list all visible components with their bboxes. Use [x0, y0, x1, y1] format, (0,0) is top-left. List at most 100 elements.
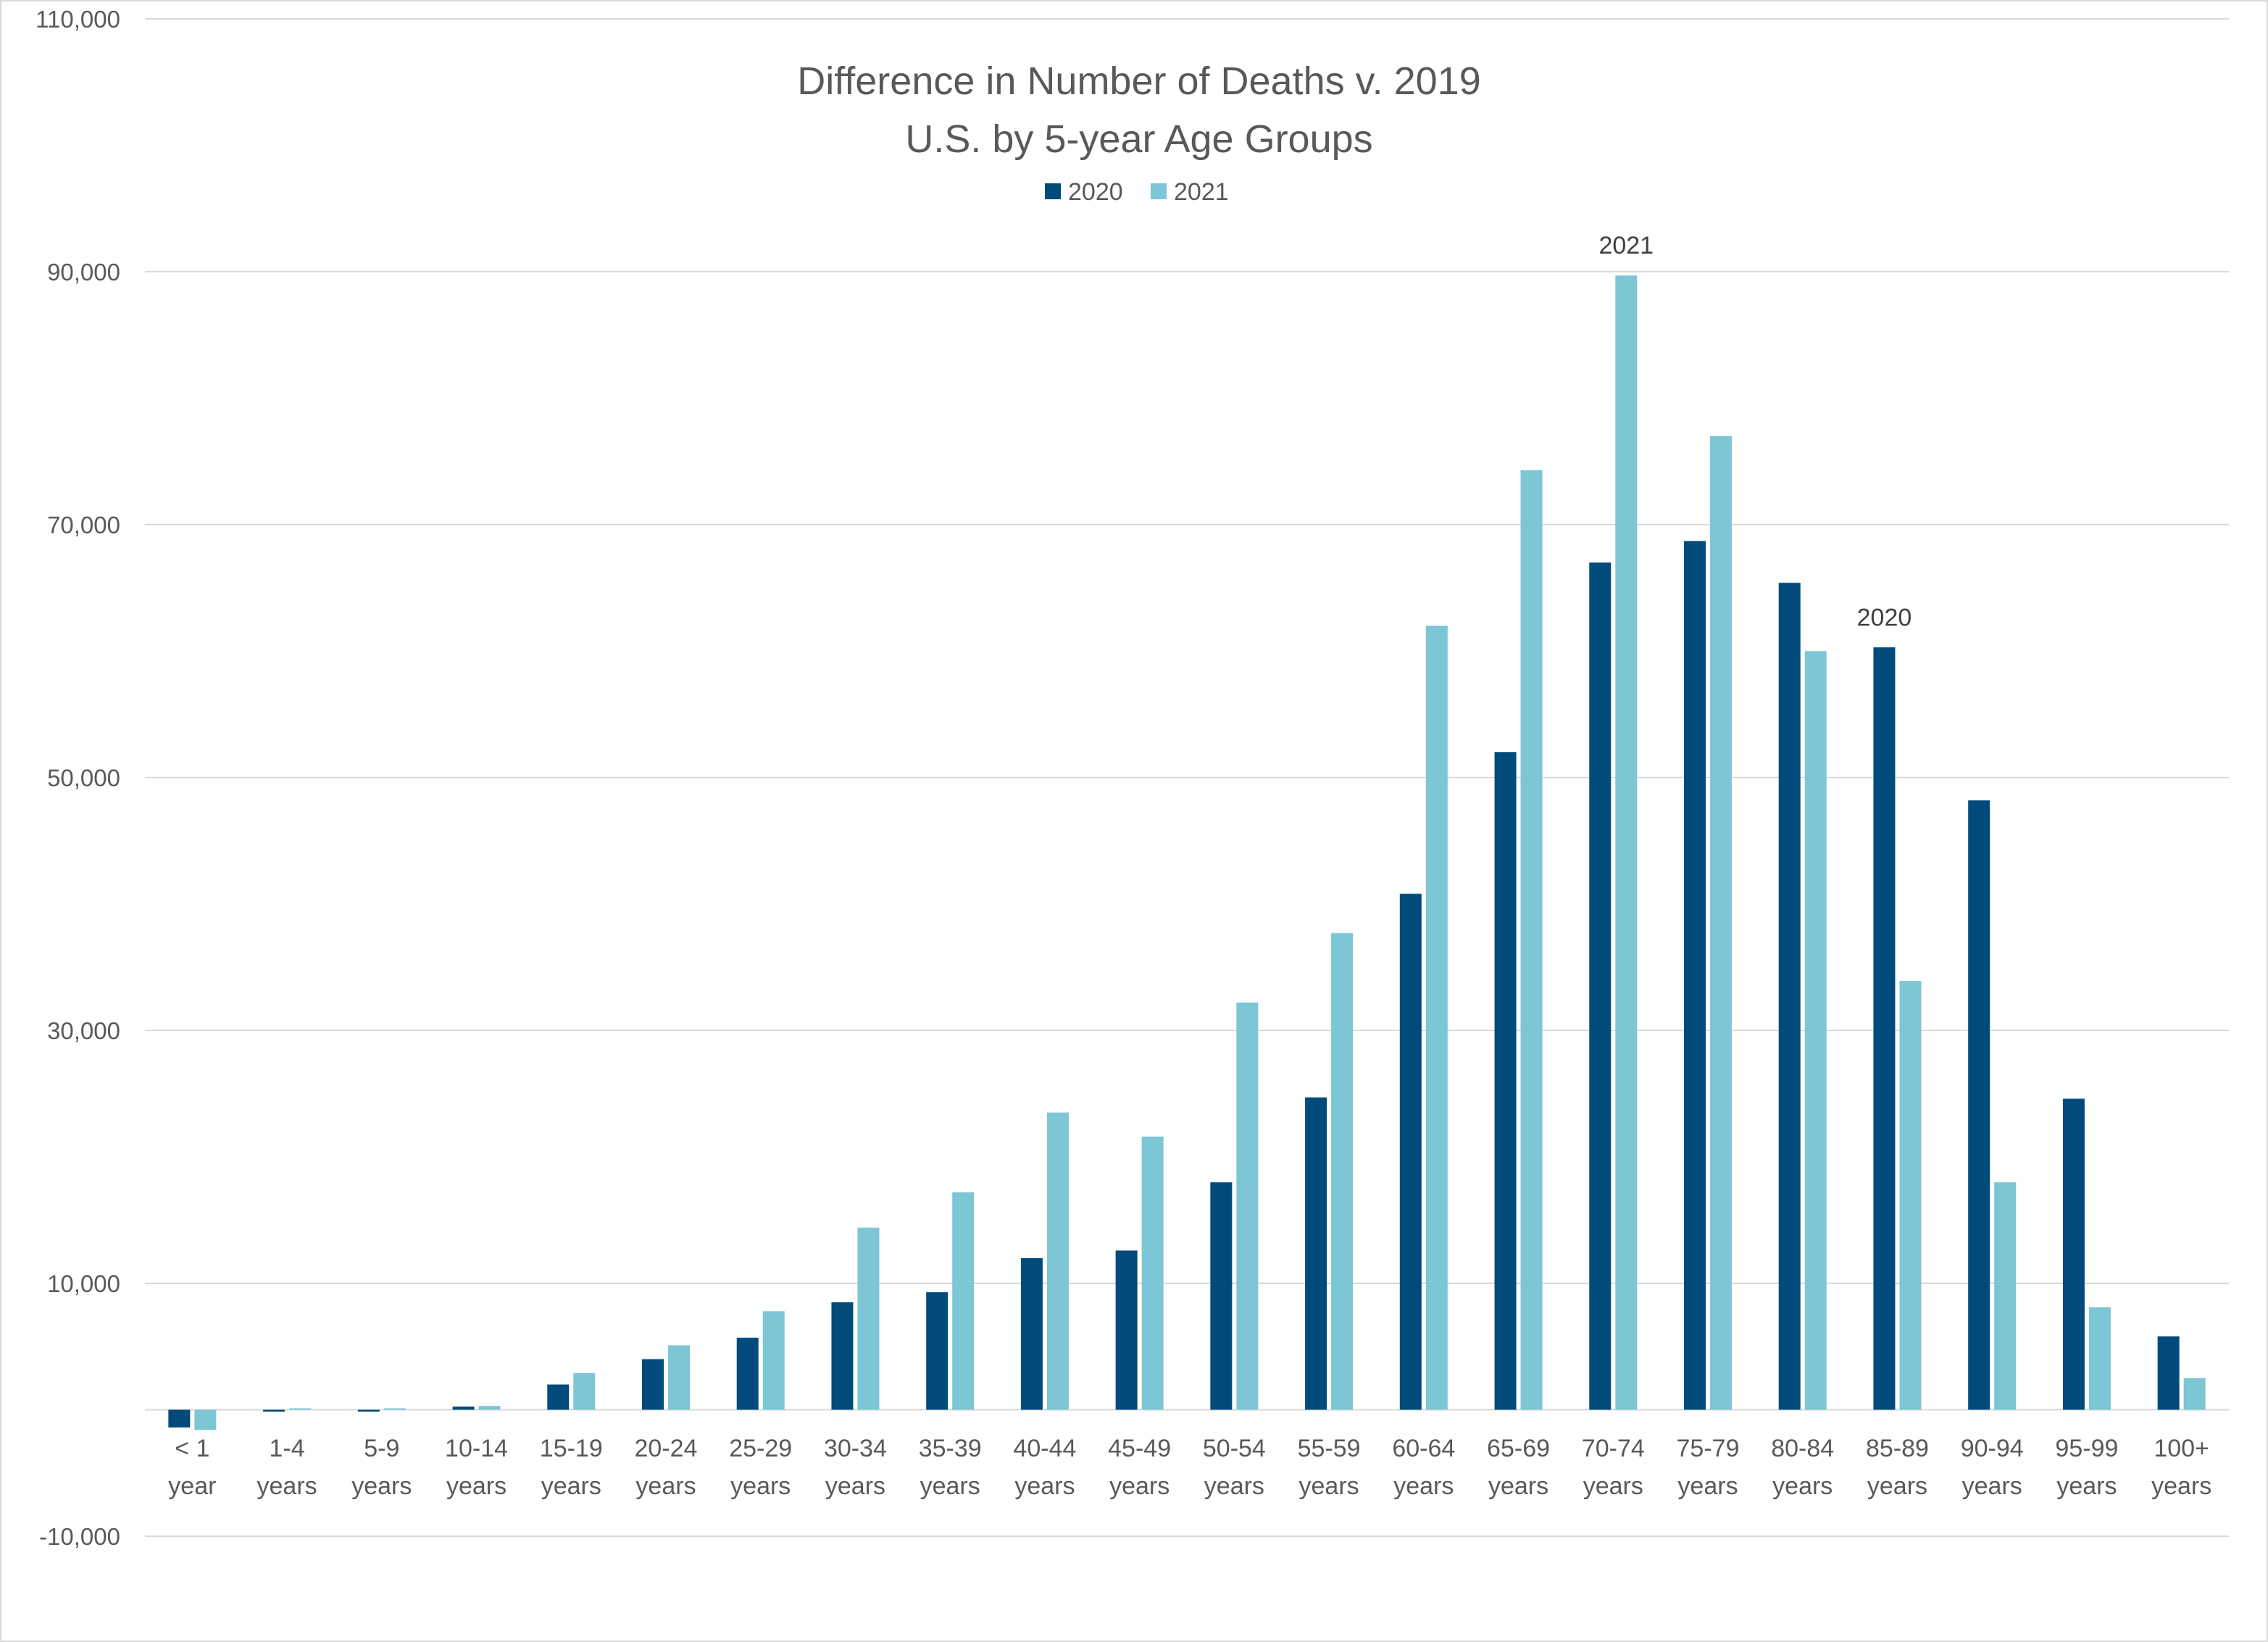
chart-title: Difference in Number of Deaths v. 2019	[797, 59, 1481, 103]
y-tick-label: 90,000	[47, 259, 120, 286]
x-tick-label: 10-14	[445, 1435, 508, 1462]
x-tick-label: 5-9	[364, 1435, 399, 1462]
x-tick-label: 90-94	[1961, 1435, 2024, 1462]
bar-2020	[168, 1409, 191, 1428]
bar-2021	[1710, 435, 1732, 1410]
y-tick-label: 50,000	[47, 764, 120, 791]
x-tick-label: years	[446, 1472, 506, 1500]
bar-2020	[1020, 1258, 1043, 1410]
bar-2020	[357, 1409, 380, 1412]
data-label: 2020	[1857, 604, 1912, 631]
y-tick-label: 10,000	[47, 1270, 120, 1297]
bar-2021	[1994, 1182, 2017, 1410]
x-tick-label: 85-89	[1866, 1435, 1929, 1462]
legend-swatch	[1045, 183, 1061, 199]
bar-2020	[452, 1406, 475, 1410]
x-tick-label: years	[1488, 1472, 1548, 1500]
bar-2021	[668, 1345, 690, 1410]
x-tick-label: years	[1393, 1472, 1454, 1500]
x-tick-label: years	[2151, 1472, 2211, 1500]
x-tick-label: 65-69	[1487, 1435, 1550, 1462]
bar-2021	[573, 1372, 596, 1410]
x-tick-label: years	[1962, 1472, 2022, 1500]
x-tick-label: years	[1204, 1472, 1264, 1500]
x-tick-label: 55-59	[1298, 1435, 1361, 1462]
bar-2021	[1046, 1112, 1069, 1410]
bar-2020	[1399, 893, 1422, 1410]
bar-2020	[1873, 647, 1896, 1410]
bar-2020	[642, 1359, 664, 1410]
bar-2020	[1115, 1250, 1138, 1410]
bar-2020	[926, 1292, 949, 1410]
y-tick-label: 70,000	[47, 512, 120, 538]
y-tick-label: -10,000	[39, 1523, 120, 1550]
x-tick-label: years	[825, 1472, 885, 1500]
data-label: 2021	[1598, 232, 1654, 259]
bar-2020	[1305, 1097, 1327, 1410]
y-tick-label: 110,000	[36, 6, 120, 33]
bar-2020	[831, 1302, 854, 1410]
x-tick-label: years	[1299, 1472, 1359, 1500]
x-tick-label: 45-49	[1108, 1435, 1171, 1462]
legend-swatch	[1151, 183, 1167, 199]
bar-2021	[1141, 1136, 1164, 1410]
x-tick-label: years	[1014, 1472, 1075, 1500]
x-tick-label: 95-99	[2055, 1435, 2118, 1462]
bars	[168, 275, 2206, 1430]
bar-2020	[1968, 800, 1990, 1410]
x-tick-label: years	[730, 1472, 791, 1500]
x-tick-label: 60-64	[1392, 1435, 1455, 1462]
bar-2021	[383, 1408, 406, 1410]
labels: -10,000 10,000 30,000 50,000 70,000 90,000 110…	[36, 6, 2211, 1550]
bar-2021	[478, 1406, 501, 1410]
bar-2021	[857, 1228, 880, 1410]
x-tick-label: 70-74	[1582, 1435, 1645, 1462]
x-tick-label: years	[1677, 1472, 1738, 1500]
x-tick-label: years	[2056, 1472, 2117, 1500]
bar-2020	[736, 1338, 759, 1410]
x-tick-label: years	[1867, 1472, 1927, 1500]
x-tick-label: 15-19	[540, 1435, 603, 1462]
x-tick-label: 35-39	[919, 1435, 982, 1462]
bar-2020	[1210, 1182, 1233, 1410]
x-tick-label: years	[635, 1472, 696, 1500]
legend-label: 2020	[1068, 178, 1123, 206]
bar-2021	[1236, 1002, 1259, 1410]
bar-2021	[1520, 470, 1543, 1410]
bar-2021	[1804, 651, 1827, 1410]
bar-2021	[1331, 933, 1354, 1410]
legend-label: 2021	[1174, 178, 1229, 206]
x-tick-label: 80-84	[1771, 1435, 1834, 1462]
x-tick-label: years	[1772, 1472, 1833, 1500]
bar-2020	[1589, 562, 1612, 1410]
bar-2020	[1778, 583, 1801, 1410]
x-tick-label: years	[1583, 1472, 1643, 1500]
bar-2021	[1615, 275, 1638, 1410]
x-tick-label: years	[541, 1472, 601, 1500]
x-tick-label: years	[351, 1472, 412, 1500]
x-tick-label: 1-4	[270, 1435, 305, 1462]
bar-2021	[194, 1409, 217, 1430]
bar-2020	[1684, 541, 1706, 1410]
x-tick-label: years	[920, 1472, 980, 1500]
bar-2020	[263, 1409, 285, 1412]
x-tick-label: 20-24	[635, 1435, 698, 1462]
x-tick-label: 50-54	[1203, 1435, 1266, 1462]
bar-2021	[2088, 1307, 2111, 1410]
bar-2020	[1494, 752, 1517, 1410]
y-tick-label: 30,000	[47, 1017, 120, 1044]
bar-2021	[952, 1192, 975, 1410]
x-tick-label: years	[257, 1472, 317, 1500]
x-tick-label: 30-34	[824, 1435, 887, 1462]
x-tick-label: 25-29	[729, 1435, 792, 1462]
bar-2020	[2062, 1099, 2085, 1410]
bar-2021	[1425, 625, 1448, 1410]
bar-2020	[547, 1384, 570, 1410]
x-tick-label: year	[168, 1472, 216, 1500]
bar-2021	[1899, 980, 1922, 1410]
bar-2020	[2157, 1336, 2180, 1410]
bar-2021	[2183, 1378, 2206, 1410]
x-tick-label: 75-79	[1677, 1435, 1740, 1462]
x-tick-label: < 1	[175, 1435, 209, 1462]
